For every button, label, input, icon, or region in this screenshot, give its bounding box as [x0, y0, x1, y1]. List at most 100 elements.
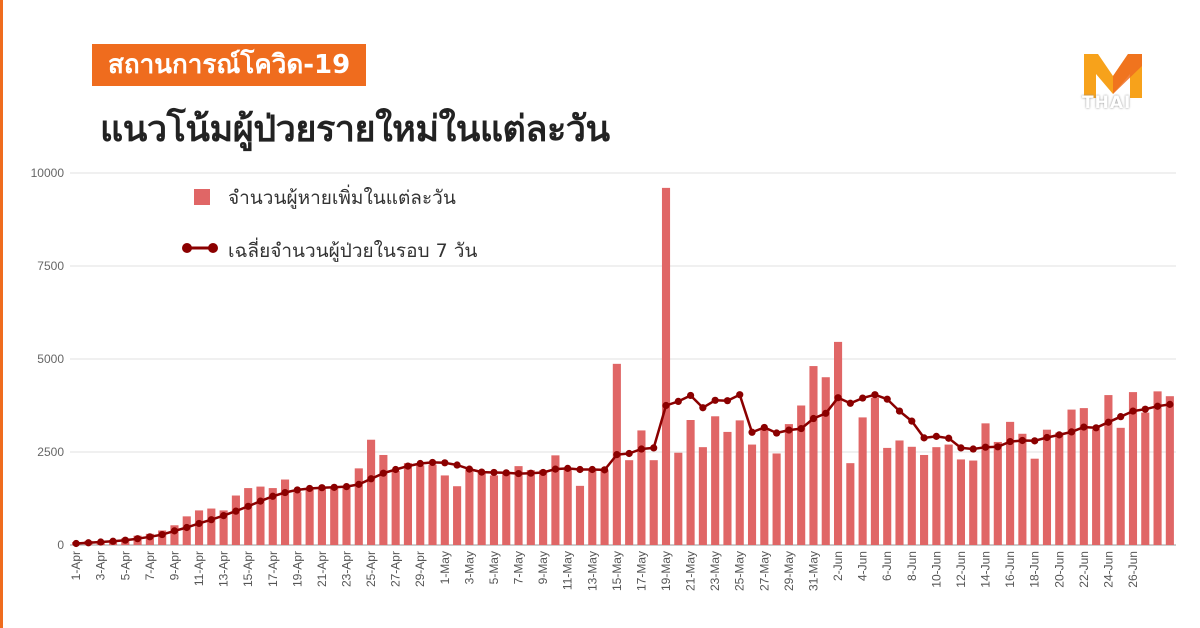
average-point [146, 533, 154, 541]
x-tick-label: 5-Apr [118, 551, 132, 580]
average-point [330, 483, 338, 491]
average-point [133, 535, 142, 543]
bar [231, 495, 240, 545]
x-tick-label: 17-May [634, 551, 648, 591]
x-tick-label: 5-May [487, 551, 501, 584]
average-point [1117, 413, 1125, 421]
average-point [281, 488, 289, 497]
x-tick-label: 25-Apr [364, 551, 378, 587]
average-point [650, 444, 658, 452]
bar [1128, 392, 1138, 545]
bar [440, 475, 449, 545]
average-point [514, 469, 523, 478]
bar [883, 447, 892, 545]
average-point [367, 475, 375, 483]
bar [981, 423, 990, 545]
x-tick-label: 21-May [684, 551, 698, 591]
x-tick-label: 12-Jun [954, 551, 968, 588]
average-point [232, 507, 240, 515]
y-tick-label: 10000 [31, 166, 65, 180]
average-point [637, 445, 646, 453]
average-point [453, 461, 461, 469]
x-tick-label: 11-May [561, 551, 575, 590]
average-point [736, 391, 744, 399]
x-tick-label: 13-Apr [217, 551, 231, 587]
x-tick-label: 22-Jun [1077, 551, 1091, 588]
bar [354, 468, 363, 545]
average-point [478, 468, 486, 476]
x-tick-label: 23-May [708, 551, 722, 591]
x-tick-label: 4-Jun [856, 551, 870, 581]
bar [1079, 408, 1088, 545]
average-point [551, 465, 560, 473]
x-tick-label: 14-Jun [979, 551, 993, 588]
average-point [564, 464, 572, 472]
bar [649, 460, 658, 545]
bar [735, 420, 744, 545]
average-point [207, 516, 215, 524]
bar-series [72, 187, 1174, 545]
x-tick-label: 21-Apr [315, 551, 329, 587]
average-point [306, 484, 314, 493]
x-tick-label: 1-Apr [69, 551, 83, 580]
average-point [895, 407, 904, 415]
bar [539, 470, 548, 545]
average-point [600, 466, 609, 474]
bar [895, 440, 904, 545]
bar [747, 444, 757, 545]
x-tick-label: 15-Apr [241, 551, 255, 587]
bar [489, 475, 499, 545]
average-point [674, 397, 682, 406]
bar [281, 479, 290, 545]
average-point [859, 394, 867, 402]
x-tick-label: 3-May [462, 551, 476, 584]
bar [330, 486, 339, 545]
x-tick-label: 16-Jun [1003, 551, 1017, 588]
average-point [392, 465, 400, 474]
average-point [121, 536, 129, 544]
bar [944, 444, 953, 545]
bar [723, 431, 732, 545]
x-tick-label: 19-Apr [290, 551, 304, 587]
x-tick-label: 24-Jun [1101, 551, 1115, 588]
average-point [773, 429, 781, 437]
average-point [502, 469, 510, 477]
bar [514, 466, 523, 545]
average-point [244, 502, 252, 510]
bar [1092, 429, 1101, 545]
bar [1141, 412, 1150, 545]
bar [686, 420, 695, 545]
bar [932, 447, 941, 545]
bar [379, 454, 388, 545]
average-point [920, 434, 928, 442]
x-tick-label: 25-May [733, 551, 747, 591]
x-axis-ticks: 1-Apr 3-Apr 5-Apr 7-Apr 9-Apr 11-Apr 13-Apr 15-… [69, 551, 1140, 591]
bar [1042, 429, 1052, 545]
bar [563, 468, 572, 545]
bar [846, 463, 855, 545]
bar [1104, 395, 1113, 545]
bar [1018, 433, 1027, 545]
x-tick-label: 20-Jun [1052, 551, 1066, 588]
average-point [1055, 431, 1063, 439]
y-tick-label: 5000 [37, 352, 64, 366]
x-tick-label: 9-Apr [167, 551, 181, 580]
average-point [428, 458, 437, 467]
average-point [625, 449, 633, 458]
average-point [1129, 407, 1137, 415]
bar [993, 441, 1002, 545]
bar [870, 397, 879, 545]
x-tick-label: 11-Apr [192, 551, 206, 586]
average-point [269, 492, 277, 500]
average-point [797, 424, 805, 433]
average-point [183, 523, 191, 532]
bar [428, 464, 437, 545]
average-point [97, 538, 105, 546]
average-point [1104, 418, 1113, 426]
average-point [539, 468, 547, 477]
average-point [871, 391, 879, 399]
x-tick-label: 17-Apr [266, 551, 280, 587]
bar [1153, 391, 1162, 545]
bar [219, 510, 228, 545]
bar [207, 508, 216, 545]
